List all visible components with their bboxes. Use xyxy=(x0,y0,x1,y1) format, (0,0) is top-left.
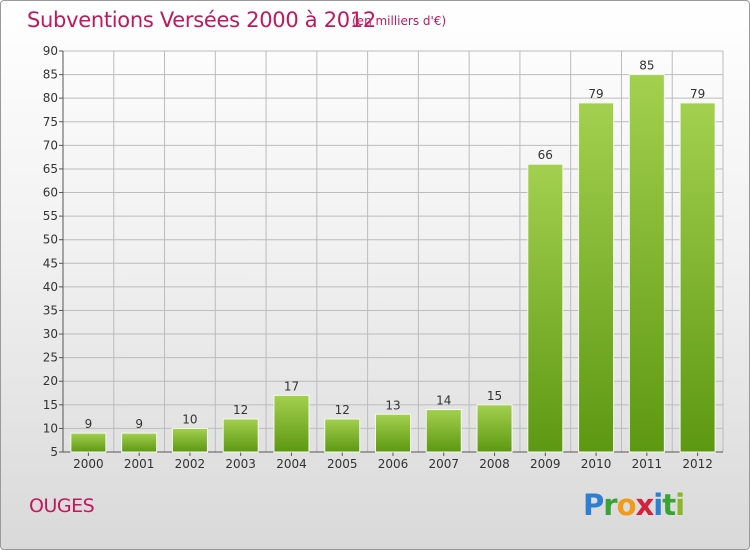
y-tick-label: 10 xyxy=(43,421,58,435)
x-tick-label-2008: 2008 xyxy=(479,457,510,471)
y-tick-label: 20 xyxy=(43,374,58,388)
y-tick-label: 15 xyxy=(43,398,58,412)
value-label-2007: 14 xyxy=(436,394,451,408)
axes: 5 10 15 20 25 30 35 40 45 50 55 60 65 70 75 80 85 90 xyxy=(43,44,723,459)
y-tick-label: 30 xyxy=(43,327,58,341)
bar-2008 xyxy=(476,404,513,453)
x-tick-label-2012: 2012 xyxy=(682,457,713,471)
x-tick-label-2004: 2004 xyxy=(276,457,307,471)
bar-2002 xyxy=(171,427,208,453)
bar-2001 xyxy=(121,432,158,453)
bars xyxy=(70,74,716,453)
y-tick-label: 25 xyxy=(43,351,58,365)
y-tick-label: 5 xyxy=(50,445,58,459)
value-label-2009: 66 xyxy=(538,148,553,162)
value-label-2004: 17 xyxy=(284,379,299,393)
x-tick-label-2002: 2002 xyxy=(175,457,206,471)
chart-subtitle: (en milliers d'€) xyxy=(352,14,447,28)
y-tick-label: 60 xyxy=(43,186,58,200)
y-tick-label: 80 xyxy=(43,91,58,105)
bar-2006 xyxy=(375,413,411,453)
x-tick-label-2011: 2011 xyxy=(632,457,663,471)
y-tick-label: 75 xyxy=(43,115,58,129)
bar-2003 xyxy=(222,418,259,453)
bar-2005 xyxy=(324,418,361,453)
labels: 9 2000 9 2001 10 2002 12 2003 17 2004 12 2005 13 2006… xyxy=(73,59,713,471)
value-label-2000: 9 xyxy=(85,417,93,431)
x-tick-label-2009: 2009 xyxy=(530,457,561,471)
y-tick-label: 45 xyxy=(43,256,58,270)
proxiti-logo: Proxiti xyxy=(583,488,685,522)
value-label-2006: 13 xyxy=(385,398,400,412)
y-tick-label: 90 xyxy=(43,44,58,58)
value-label-2002: 10 xyxy=(182,412,197,426)
value-label-2003: 12 xyxy=(233,403,248,417)
value-label-2010: 79 xyxy=(588,87,603,101)
x-tick-label-2005: 2005 xyxy=(327,457,358,471)
y-tick-label: 40 xyxy=(43,280,58,294)
value-label-2011: 85 xyxy=(639,59,654,73)
grid-lines xyxy=(62,50,724,453)
y-tick-label: 85 xyxy=(43,68,58,82)
bar-2010 xyxy=(578,102,615,453)
chart-title: Subventions Versées 2000 à 2012 xyxy=(27,8,376,32)
x-tick-label-2007: 2007 xyxy=(428,457,459,471)
y-tick-label: 55 xyxy=(43,209,58,223)
x-tick-label-2006: 2006 xyxy=(378,457,409,471)
value-label-2012: 79 xyxy=(690,87,705,101)
x-tick-label-2003: 2003 xyxy=(225,457,256,471)
bar-2000 xyxy=(70,432,107,453)
y-tick-label: 65 xyxy=(43,162,58,176)
x-tick-label-2010: 2010 xyxy=(581,457,612,471)
value-label-2001: 9 xyxy=(135,417,143,431)
commune-name: OUGES xyxy=(29,495,95,517)
value-label-2008: 15 xyxy=(487,389,502,403)
value-label-2005: 12 xyxy=(335,403,350,417)
y-tick-label: 70 xyxy=(43,138,58,152)
bar-2009 xyxy=(527,163,564,453)
bar-2012 xyxy=(679,102,716,453)
bar-2011 xyxy=(628,74,665,453)
y-tick-label: 50 xyxy=(43,233,58,247)
bar-2007 xyxy=(425,409,462,453)
y-tick-label: 35 xyxy=(43,303,58,317)
bar-2004 xyxy=(273,394,310,453)
x-tick-label-2000: 2000 xyxy=(73,457,104,471)
x-tick-label-2001: 2001 xyxy=(124,457,155,471)
